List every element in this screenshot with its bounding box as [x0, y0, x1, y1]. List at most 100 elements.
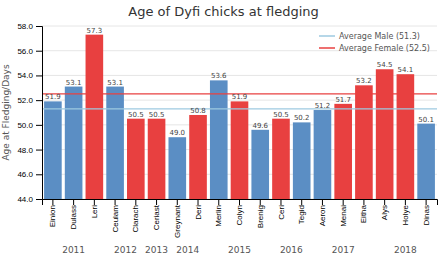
bar: [189, 115, 207, 199]
y-tick-label: 48.0: [17, 146, 33, 155]
chart: Age of Dyfi chicks at fledging51.953.157…: [0, 0, 447, 263]
data-label: 51.9: [232, 93, 248, 101]
data-label: 53.2: [356, 77, 372, 85]
x-tick-mark: [73, 199, 74, 205]
x-tick: Colyn: [235, 199, 244, 225]
x-tick-mark: [322, 199, 323, 205]
x-tick-label: Leri: [90, 205, 99, 219]
bar: [210, 80, 228, 199]
x-tick-mark: [94, 199, 95, 205]
x-tick-label: Ceriast: [152, 204, 161, 230]
x-tick-mark: [177, 199, 178, 205]
data-label: 50.1: [418, 116, 434, 124]
legend-label: Average Female (52.5): [339, 44, 430, 53]
bar: [231, 101, 249, 199]
data-label: 50.5: [273, 111, 289, 119]
group-label: 2017: [332, 245, 355, 255]
data-label: 53.1: [66, 79, 82, 87]
x-tick-label: Ceri: [277, 205, 286, 220]
data-label: 50.5: [128, 111, 144, 119]
x-tick-mark: [156, 199, 157, 205]
x-tick-label: Menai: [339, 205, 348, 227]
x-tick: Leri: [90, 199, 99, 218]
x-tick: Brenig: [256, 199, 265, 228]
bar: [397, 74, 415, 199]
x-tick: Deri: [194, 199, 203, 220]
legend: Average Male (51.3)Average Female (52.5): [319, 32, 430, 53]
y-tick-label: 50.0: [17, 121, 33, 130]
data-label: 54.1: [398, 66, 414, 74]
x-tick-label: Eitha: [359, 204, 368, 223]
x-tick-mark: [301, 199, 302, 205]
x-tick-label: Colyn: [235, 205, 244, 225]
x-tick: Merlin: [214, 199, 223, 227]
group-label: 2015: [228, 245, 251, 255]
bar: [148, 119, 166, 199]
y-tick-label: 46.0: [17, 170, 33, 179]
data-label: 54.5: [377, 61, 393, 69]
data-label: 51.9: [45, 93, 61, 101]
y-tick-mark: [36, 51, 42, 52]
bar: [86, 35, 104, 199]
group-label: 2014: [176, 245, 199, 255]
bar: [65, 87, 83, 199]
x-tick-mark: [135, 199, 136, 205]
x-tick: Greynant: [173, 199, 182, 238]
x-tick: Menai: [339, 199, 348, 227]
x-tick-mark: [52, 199, 53, 205]
y-tick: 46.0: [17, 170, 42, 179]
x-tick-label: Alys: [380, 205, 389, 220]
y-tick-label: 54.0: [17, 71, 33, 80]
bar: [314, 110, 332, 199]
x-tick: Ceulam: [111, 199, 120, 233]
x-tick-mark: [115, 199, 116, 205]
y-axis-line: [36, 27, 43, 200]
x-tick: Dinas: [422, 199, 431, 225]
data-label: 50.2: [294, 114, 310, 122]
data-label: 50.5: [149, 111, 165, 119]
x-tick-label: Deri: [194, 205, 203, 220]
x-tick: Tegid: [297, 199, 306, 224]
y-tick: 52.0: [17, 96, 42, 105]
x-tick-label: Greynant: [173, 204, 182, 238]
group-labels: 20112012201320142015201620172018: [62, 245, 417, 255]
x-tick-mark: [384, 199, 385, 205]
data-label: 49.6: [252, 122, 268, 130]
bar: [272, 119, 290, 199]
x-tick-label: Clarach: [131, 205, 140, 233]
x-tick-mark: [363, 199, 364, 205]
x-tick-label: Dulass: [69, 205, 78, 229]
y-tick: 56.0: [17, 47, 42, 56]
y-tick-mark: [36, 125, 42, 126]
x-tick: Alys: [380, 199, 389, 220]
data-labels: 51.953.157.353.150.550.549.050.853.651.9…: [45, 27, 434, 138]
plot: 51.953.157.353.150.550.549.050.853.651.9…: [1, 22, 438, 255]
y-tick-label: 58.0: [17, 22, 33, 31]
x-tick-label: Brenig: [256, 205, 265, 228]
y-axis: 44.0 46.0 48.0 50.0 52.0 54.0 56.0 58.0: [17, 22, 42, 204]
bar: [376, 69, 394, 199]
group-label: 2018: [394, 245, 417, 255]
title: Age of Dyfi chicks at fledging: [128, 4, 319, 19]
x-tick-label: Dinas: [422, 205, 431, 225]
x-axis-line: [43, 200, 438, 206]
y-tick-mark: [36, 150, 42, 151]
x-tick: Ceriast: [152, 199, 161, 230]
x-tick: Aeron: [318, 199, 327, 226]
bar: [44, 101, 62, 199]
legend-item: Average Female (52.5): [319, 44, 430, 53]
y-tick: 44.0: [17, 195, 42, 204]
x-tick-label: Merlin: [214, 205, 223, 227]
bar: [355, 85, 373, 199]
y-tick-label: 56.0: [17, 47, 33, 56]
data-label: 49.0: [169, 129, 185, 137]
group-label: 2011: [62, 245, 85, 255]
x-tick: Ceri: [277, 199, 286, 220]
x-tick-mark: [260, 199, 261, 205]
x-tick-mark: [280, 199, 281, 205]
x-tick: Holye: [401, 199, 410, 225]
y-tick-mark: [36, 26, 42, 27]
x-tick-label: Aeron: [318, 205, 327, 226]
x-tick-mark: [343, 199, 344, 205]
x-tick-mark: [218, 199, 219, 205]
